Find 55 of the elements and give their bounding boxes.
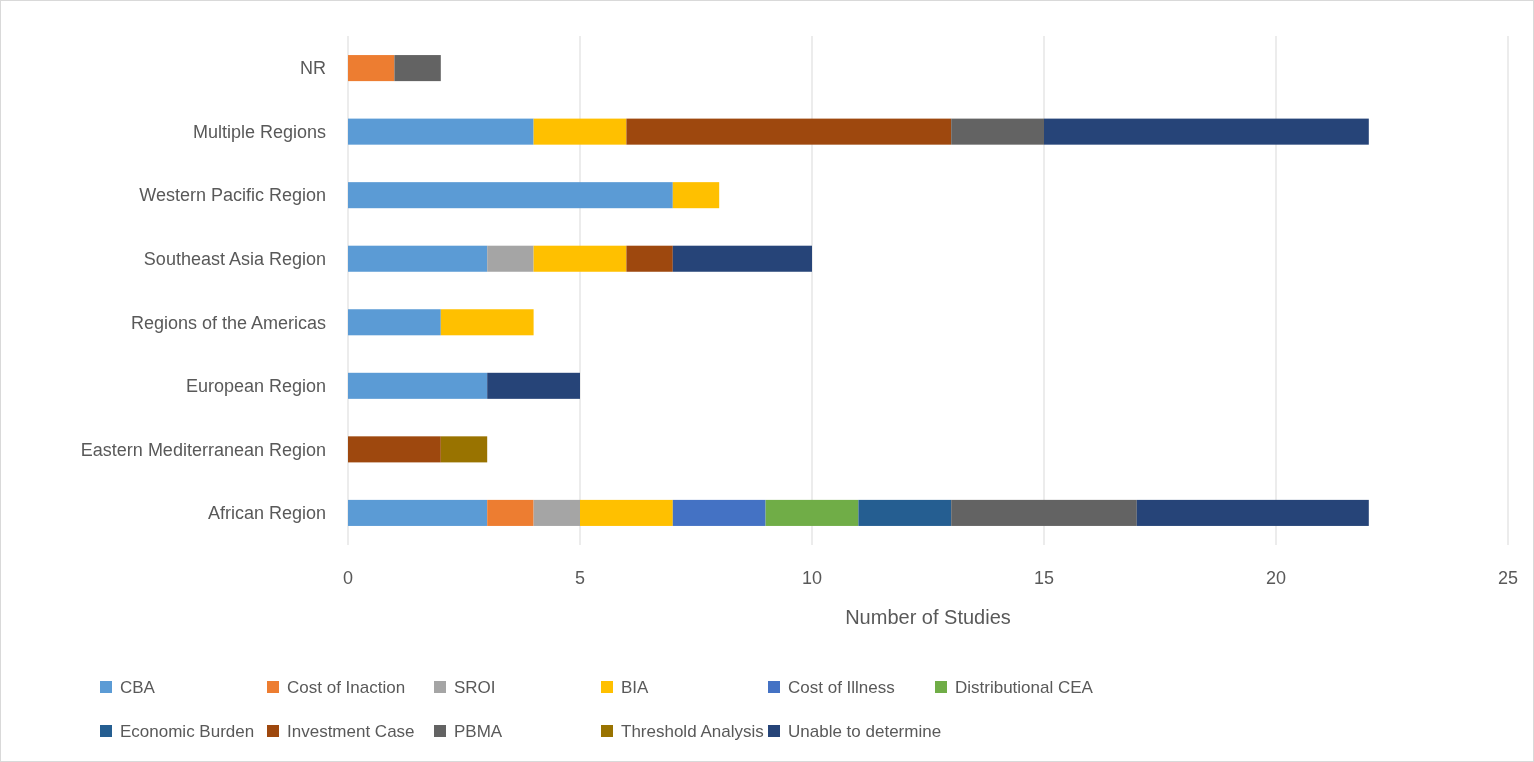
bar <box>533 499 580 526</box>
y-tick-label: Eastern Mediterranean Region <box>80 439 326 460</box>
x-axis-title: Number of Studies <box>845 606 1011 628</box>
bar <box>440 436 488 463</box>
bar <box>348 118 534 145</box>
bar <box>858 499 952 526</box>
legend-label: PBMA <box>454 721 503 741</box>
bar <box>951 118 1044 145</box>
bar <box>580 499 673 526</box>
bar <box>533 118 627 145</box>
bar <box>487 245 534 272</box>
bar <box>765 499 859 526</box>
y-tick-label: African Region <box>207 503 326 524</box>
bar <box>348 372 488 399</box>
bar <box>394 55 441 82</box>
x-tick-label: 5 <box>574 568 586 588</box>
bar <box>487 499 534 526</box>
bar <box>672 182 720 209</box>
legend-label: BIA <box>621 677 650 697</box>
bar <box>1044 118 1369 145</box>
y-tick-label: Multiple Regions <box>192 121 326 142</box>
legend-label: Unable to determine <box>788 721 942 741</box>
bar <box>348 55 395 82</box>
legend-label: Cost of Inaction <box>287 677 406 697</box>
legend-label: Distributional CEA <box>955 677 1094 697</box>
bar <box>348 182 673 209</box>
bar <box>348 499 488 526</box>
bar <box>626 245 673 272</box>
bar <box>951 499 1137 526</box>
legend-label: CBA <box>120 677 156 697</box>
bar <box>533 245 627 272</box>
bar <box>348 245 488 272</box>
x-tick-label: 10 <box>801 568 823 588</box>
legend-label: Cost of Illness <box>788 677 895 697</box>
bar <box>440 309 534 336</box>
y-tick-label: Western Pacific Region <box>139 185 326 206</box>
bar <box>348 436 441 463</box>
legend-label: Economic Burden <box>120 721 255 741</box>
bar <box>626 118 952 145</box>
bar <box>1136 499 1369 526</box>
y-tick-label: Regions of the Americas <box>130 312 326 333</box>
legend-label: Investment Case <box>287 721 415 741</box>
legend-label: Threshold Analysis <box>621 721 764 741</box>
x-tick-label: 20 <box>1265 568 1287 588</box>
bar <box>672 245 812 272</box>
x-tick-label: 15 <box>1033 568 1055 588</box>
bar <box>672 499 766 526</box>
x-tick-label: 0 <box>342 568 354 588</box>
y-tick-label: European Region <box>185 376 326 397</box>
bar <box>348 309 441 336</box>
y-tick-label: NR <box>300 58 326 79</box>
x-tick-label: 25 <box>1497 568 1519 588</box>
legend-label: SROI <box>454 677 496 697</box>
y-tick-label: Southeast Asia Region <box>143 249 326 270</box>
bar <box>487 372 580 399</box>
